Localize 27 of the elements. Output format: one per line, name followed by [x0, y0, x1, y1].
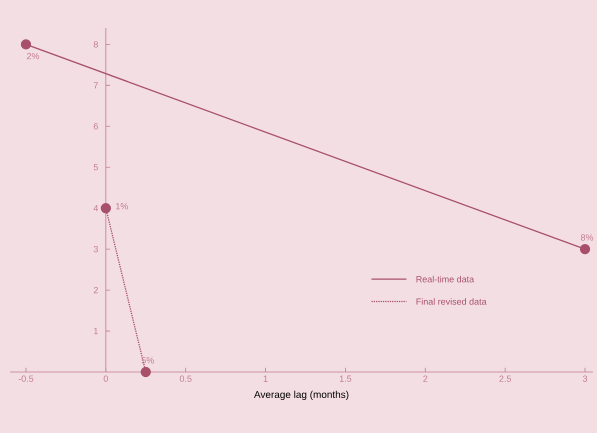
y-tick-label: 4 [94, 205, 98, 212]
x-tick-label: 2.5 [499, 376, 512, 382]
y-tick-label: 8 [94, 41, 98, 48]
legend-label: Real-time data [416, 276, 474, 282]
y-tick-label: 7 [94, 82, 98, 88]
y-tick-label: 5 [94, 164, 98, 170]
annotation: 2% [26, 52, 40, 60]
point [580, 244, 590, 254]
point [100, 203, 111, 214]
annotation: 8% [580, 234, 594, 241]
x-axis-title: Average lag (months) [254, 390, 348, 400]
x-tick-label: 0.5 [180, 376, 192, 382]
annotation: 5% [142, 357, 154, 364]
x-tick-label: 0 [104, 376, 108, 382]
y-tick-label: 2 [94, 286, 98, 294]
x-tick-label: 2 [423, 376, 428, 382]
y-tick-label: 3 [94, 246, 98, 252]
point [20, 39, 32, 50]
legend-label: Final revised data [416, 298, 487, 305]
x-tick-label: 1 [264, 376, 268, 382]
y-tick-label: 6 [94, 123, 98, 130]
x-tick-label: 1.5 [340, 376, 352, 382]
y-tick-label: 1 [94, 328, 98, 334]
annotation: 1% [116, 203, 128, 210]
x-tick-label: 3 [582, 376, 588, 382]
point [140, 366, 151, 378]
x-tick-label: -0.5 [18, 376, 34, 382]
